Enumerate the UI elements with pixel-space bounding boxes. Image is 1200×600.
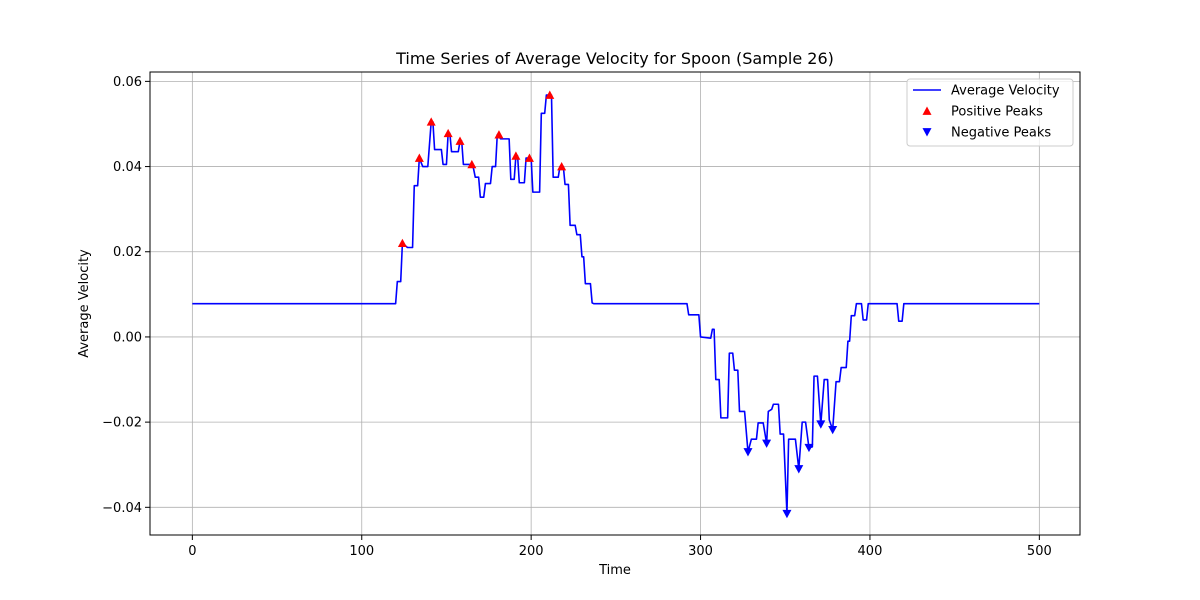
y-tick-label: 0.00 (113, 330, 142, 345)
positive-peak-marker (494, 130, 504, 139)
ticks: 0 100 200 300 400 500 −0.04 −0.02 0.00 0.02 0.04 0.… (102, 75, 1052, 559)
chart-title: Time Series of Average Velocity for Spoo… (395, 49, 834, 68)
x-tick-label: 400 (858, 544, 883, 559)
negative-peak-marker (804, 443, 814, 453)
positive-peak-marker (414, 153, 424, 162)
negative-peak-marker (828, 425, 838, 435)
x-axis-label: Time (598, 563, 631, 578)
positive-peak-marker (455, 136, 465, 145)
y-tick-label: 0.06 (113, 75, 142, 90)
y-axis-label: Average Velocity (77, 249, 92, 358)
legend: Average Velocity Positive Peaks Negative P… (906, 78, 1074, 147)
legend-label: Average Velocity (951, 84, 1060, 99)
grid (150, 72, 1080, 535)
negative-peak-marker (762, 439, 772, 448)
positive-peak-marker (524, 153, 534, 162)
negative-peak-marker (782, 509, 792, 519)
positive-peak-marker (426, 117, 436, 126)
legend-negative-swatch (922, 128, 932, 137)
legend-label: Negative Peaks (951, 126, 1051, 141)
y-tick-label: −0.02 (102, 416, 142, 431)
positive-peak-marker (545, 90, 555, 99)
positive-peak-marker (511, 151, 521, 160)
negative-peak-marker (816, 420, 826, 429)
x-tick-label: 500 (1027, 544, 1052, 559)
positive-peak-marker (557, 162, 567, 171)
x-tick-label: 300 (688, 544, 713, 559)
average-velocity-line (192, 94, 1040, 515)
y-tick-label: −0.04 (102, 501, 142, 516)
legend-positive-swatch (922, 106, 932, 115)
positive-peak-marker (467, 159, 477, 169)
x-tick-label: 0 (188, 544, 196, 559)
negative-peak-marker (794, 465, 804, 474)
x-tick-label: 200 (519, 544, 544, 559)
legend-label: Positive Peaks (951, 105, 1043, 120)
legend-box (906, 78, 1074, 147)
y-tick-label: 0.02 (113, 245, 142, 260)
plot-frame (149, 71, 1081, 536)
positive-peak-marker (443, 128, 453, 138)
y-tick-label: 0.04 (113, 160, 142, 175)
negative-peak-marker (743, 448, 753, 457)
series-layer (192, 90, 1040, 519)
x-tick-label: 100 (349, 544, 374, 559)
positive-peak-marker (397, 238, 407, 248)
